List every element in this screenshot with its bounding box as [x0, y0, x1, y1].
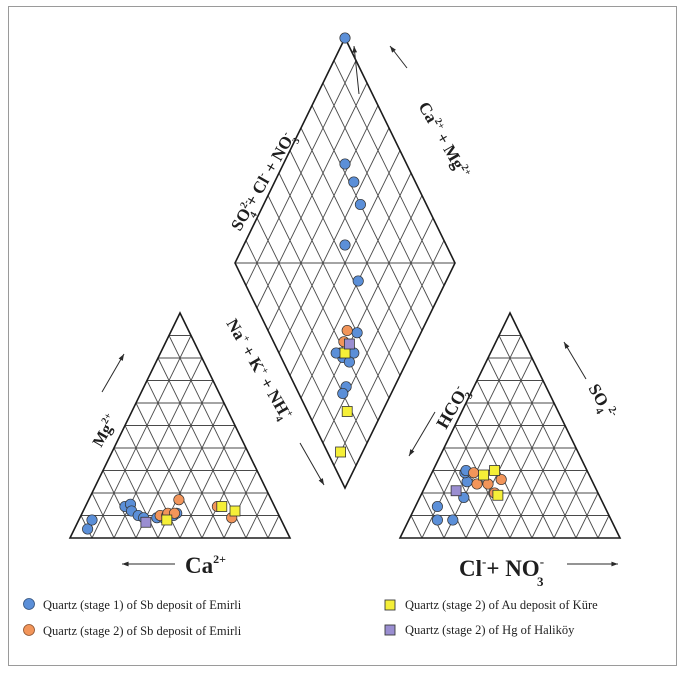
- legend: Quartz (stage 1) of Sb deposit of Emirli…: [23, 598, 598, 638]
- data-point-diamond: [343, 338, 355, 350]
- cation-left-arrow-head: [118, 354, 124, 361]
- anion-triangle-gridline: [531, 447, 577, 539]
- diamond-gridline: [333, 60, 445, 286]
- diamond-left-label: SO2-4 + Cl- + NO-3: [227, 130, 303, 237]
- data-point-anion: [471, 478, 483, 490]
- anion-right-arrow: [563, 341, 587, 380]
- data-point-cation: [229, 505, 241, 517]
- diamond-gridline: [322, 82, 434, 309]
- cation-left-arrow: [101, 353, 125, 393]
- data-point-anion: [489, 465, 501, 476]
- cation-bottom-label: Ca2+: [185, 552, 226, 578]
- anion-triangle-gridline: [476, 380, 555, 539]
- data-point-anion: [450, 485, 462, 497]
- data-point-cation: [82, 523, 94, 535]
- data-point-cation: [216, 501, 228, 512]
- anion-triangle-gridline: [575, 492, 599, 539]
- anion-triangle-gridline: [498, 335, 599, 539]
- anion-triangle-gridline: [509, 425, 566, 539]
- anion-bottom-label: Cl-+ NO-3: [459, 554, 544, 589]
- data-point-anion: [492, 489, 504, 501]
- cation-triangle-outline: [68, 311, 292, 539]
- data-point-diamond: [352, 275, 364, 287]
- legend-label: Quartz (stage 2) of Au deposit of Küre: [405, 598, 598, 612]
- figure-frame: [8, 6, 677, 666]
- data-point-cation: [140, 516, 152, 528]
- data-point-diamond: [339, 239, 351, 251]
- cation-triangle-gridline: [146, 380, 225, 539]
- diamond-gridline: [245, 60, 357, 286]
- cation-right-arrow: [299, 442, 325, 486]
- anion-triangle-gridline: [432, 470, 467, 539]
- data-point-diamond: [337, 387, 349, 400]
- data-point-diamond: [335, 446, 347, 458]
- anion-triangle-outline: [398, 311, 622, 539]
- anion-left-arrow-head: [409, 449, 415, 456]
- data-point-anion: [431, 500, 443, 513]
- data-point-diamond: [339, 32, 351, 44]
- data-point-diamond: [351, 327, 363, 339]
- cation-triangle-gridline: [168, 335, 269, 539]
- anion-triangle-gridline: [421, 492, 445, 539]
- data-point-anion: [495, 473, 507, 486]
- legend-marker-square-yellow: [384, 599, 396, 611]
- anion-left-arrow: [408, 411, 436, 457]
- cation-bottom-arrow-head: [122, 561, 129, 567]
- diamond-gridline: [256, 82, 368, 309]
- cation-triangle-gridline: [91, 492, 115, 539]
- data-point-cation: [161, 514, 173, 526]
- data-point-diamond: [339, 158, 351, 170]
- legend-item-stage2-au: Quartz (stage 2) of Au deposit of Küre: [384, 598, 598, 612]
- diamond-gridline: [300, 127, 412, 354]
- data-point-diamond: [348, 176, 360, 188]
- data-point-cation: [86, 514, 98, 526]
- legend-item-stage1-sb: Quartz (stage 1) of Sb deposit of Emirli: [23, 598, 242, 612]
- legend-label: Quartz (stage 2) of Hg of Haliköy: [405, 623, 575, 637]
- data-point-anion: [431, 514, 443, 526]
- legend-item-stage2-sb: Quartz (stage 2) of Sb deposit of Emirli: [23, 624, 242, 638]
- diamond-left-arrow: [353, 45, 360, 95]
- diamond-gridline: [278, 127, 390, 354]
- legend-label: Quartz (stage 1) of Sb deposit of Emirli: [43, 598, 242, 612]
- anion-right-arrow-head: [564, 342, 570, 349]
- data-point-cation: [173, 494, 185, 506]
- anion-bottom-arrow-head: [611, 561, 618, 567]
- diamond-right-arrow-head: [390, 46, 396, 53]
- diamond-left-arrow-head: [352, 46, 358, 53]
- cation-right-label: Na+ + K+ + NH+4: [219, 316, 296, 426]
- anion-triangle-gridline: [597, 515, 610, 539]
- legend-item-stage2-hg: Quartz (stage 2) of Hg of Haliköy: [384, 623, 575, 637]
- anion-triangle-gridline: [454, 425, 511, 539]
- cation-triangle-gridline: [267, 515, 280, 539]
- cation-triangle-gridline: [223, 470, 258, 539]
- legend-marker-square-purple: [384, 624, 396, 636]
- data-point-anion: [447, 514, 459, 526]
- diamond-gridline: [267, 105, 379, 331]
- data-point-anion: [468, 467, 480, 479]
- data-point-diamond: [339, 347, 351, 359]
- cation-triangle-gridline: [102, 470, 137, 539]
- anion-triangle-gridline: [410, 515, 423, 539]
- data-point-anion: [461, 476, 473, 488]
- cation-triangle-gridline: [201, 447, 247, 539]
- legend-marker-circle-orange: [23, 624, 35, 636]
- data-point-diamond: [341, 406, 353, 417]
- diamond-right-label: Ca2+ + Mg2+: [415, 99, 474, 182]
- data-point-diamond: [341, 324, 353, 337]
- cation-triangle-gridline: [245, 492, 269, 539]
- cation-triangle-gridline: [135, 380, 214, 539]
- cation-right-arrow-head: [318, 478, 324, 485]
- data-point-diamond: [354, 198, 366, 211]
- legend-label: Quartz (stage 2) of Sb deposit of Emirli: [43, 624, 242, 638]
- data-point-anion: [478, 469, 490, 481]
- anion-triangle-gridline: [465, 380, 544, 539]
- legend-marker-circle-blue: [23, 598, 35, 610]
- diamond-gridline: [311, 105, 423, 331]
- anion-triangle-gridline: [553, 470, 588, 539]
- cation-triangle-gridline: [91, 335, 192, 539]
- cation-triangle-gridline: [179, 425, 236, 539]
- anion-right-label: SO42-: [581, 380, 621, 425]
